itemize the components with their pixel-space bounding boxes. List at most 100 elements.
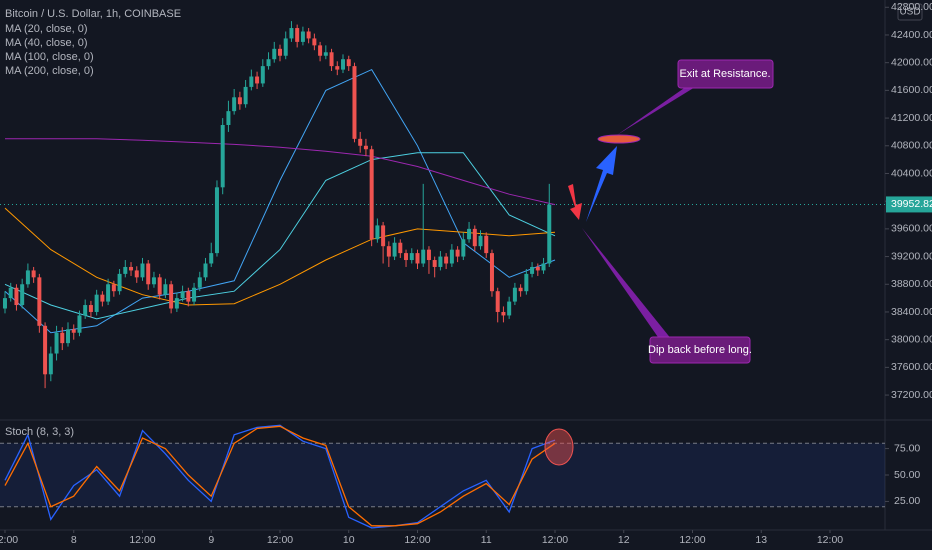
callout-pointer [617, 84, 700, 135]
plot [0, 6, 889, 533]
candle-body [335, 66, 340, 70]
candle-body [530, 266, 535, 274]
candle-body [438, 256, 443, 267]
candle-body [518, 287, 523, 292]
candle-body [237, 97, 242, 105]
candle-body [277, 48, 282, 56]
candle-body [249, 76, 254, 87]
candle-body [329, 52, 334, 67]
candle-body [129, 266, 134, 271]
candle-body [243, 86, 248, 105]
stoch-line [4, 425, 556, 527]
candle-body [346, 59, 351, 67]
candle-body [260, 66, 265, 84]
candle-body [535, 266, 540, 271]
candle-body [478, 235, 483, 247]
candle-body [489, 253, 494, 292]
chart-title: Bitcoin / U.S. Dollar, 1h, COINBASE [5, 8, 181, 20]
x-tick-label: 12:00 [817, 534, 843, 546]
candle-body [197, 277, 202, 288]
candle-body [203, 263, 208, 278]
callout-pointer [582, 228, 672, 340]
candle-body [501, 311, 506, 316]
annotation-text: Exit at Resistance. [679, 68, 770, 80]
y-tick-label: 41200.00 [891, 112, 932, 124]
y2-tick-label: 75.00 [894, 442, 920, 454]
y-tick-label: 42000.00 [891, 56, 932, 68]
candle-body [123, 266, 128, 274]
candle-body [174, 298, 179, 309]
currency-box[interactable] [897, 3, 923, 21]
y-tick-label: 38400.00 [891, 306, 932, 318]
legend-entry: MA (40, close, 0) [5, 37, 88, 49]
candle-body [381, 225, 386, 247]
candle-body [312, 38, 317, 46]
legend-entry: MA (200, close, 0) [5, 65, 94, 77]
x-tick-label: 12:00 [129, 534, 155, 546]
last-price-box [886, 196, 932, 213]
candle-body [220, 124, 225, 188]
candle-body [341, 59, 346, 70]
y-tick-label: 39200.00 [891, 250, 932, 262]
candle-body [484, 235, 489, 254]
candle-body [289, 28, 294, 39]
candle-body [449, 249, 454, 264]
stoch-band [0, 443, 885, 507]
candle-body [283, 38, 288, 56]
candle-body [94, 294, 99, 312]
candle-body [541, 263, 546, 271]
candle-body [20, 284, 25, 306]
candle-body [455, 249, 460, 257]
candle-body [272, 48, 277, 60]
candle-body [226, 111, 231, 125]
candle-body [163, 284, 168, 295]
x-tick-label: 9 [208, 534, 214, 546]
candle-body [369, 149, 374, 240]
candle-body [77, 315, 82, 333]
annotation-text: Dip back before long. [648, 344, 752, 356]
moving-average [4, 152, 556, 320]
candle-body [444, 256, 449, 264]
y-tick-label: 39600.00 [891, 223, 932, 235]
candle-body [157, 277, 162, 295]
annotation-box [677, 59, 774, 89]
candle-body [255, 76, 260, 84]
candle-body [295, 28, 300, 42]
x-tick-label: 10 [343, 534, 355, 546]
candle-body [426, 249, 431, 261]
legend-entry: MA (100, close, 0) [5, 51, 94, 63]
candle-body [214, 187, 219, 254]
target-ellipse [597, 134, 641, 144]
currency[interactable]: USD [899, 7, 920, 18]
stoch-ellipse [544, 428, 574, 466]
candle-body [467, 228, 472, 240]
candle-body [421, 249, 426, 264]
candle-body [186, 291, 191, 302]
candle-body [547, 204, 552, 264]
candle-body [111, 284, 116, 292]
x-tick-label: 12:00 [267, 534, 293, 546]
last-price-label: 39952.82 [891, 198, 932, 210]
candle-body [151, 277, 156, 285]
candle-body [398, 242, 403, 254]
indicator-name: Stoch (8, 3, 3) [5, 426, 74, 438]
candle-body [386, 246, 391, 257]
candle-body [306, 31, 311, 39]
candle-body [192, 287, 197, 302]
candle-body [88, 305, 93, 312]
candle-body [48, 353, 53, 375]
candle-body [512, 287, 517, 302]
candle-body [31, 270, 36, 278]
moving-average [5, 138, 556, 206]
y-tick-label: 38800.00 [891, 278, 932, 290]
candle-body [25, 270, 30, 285]
y2-tick-label: 50.00 [894, 469, 920, 481]
candle-body [358, 138, 363, 146]
y-tick-label: 42800.00 [891, 1, 932, 13]
candle-body [300, 31, 305, 42]
candle-body [140, 263, 145, 278]
x-tick-label: 8 [71, 534, 77, 546]
candle-body [134, 270, 139, 278]
